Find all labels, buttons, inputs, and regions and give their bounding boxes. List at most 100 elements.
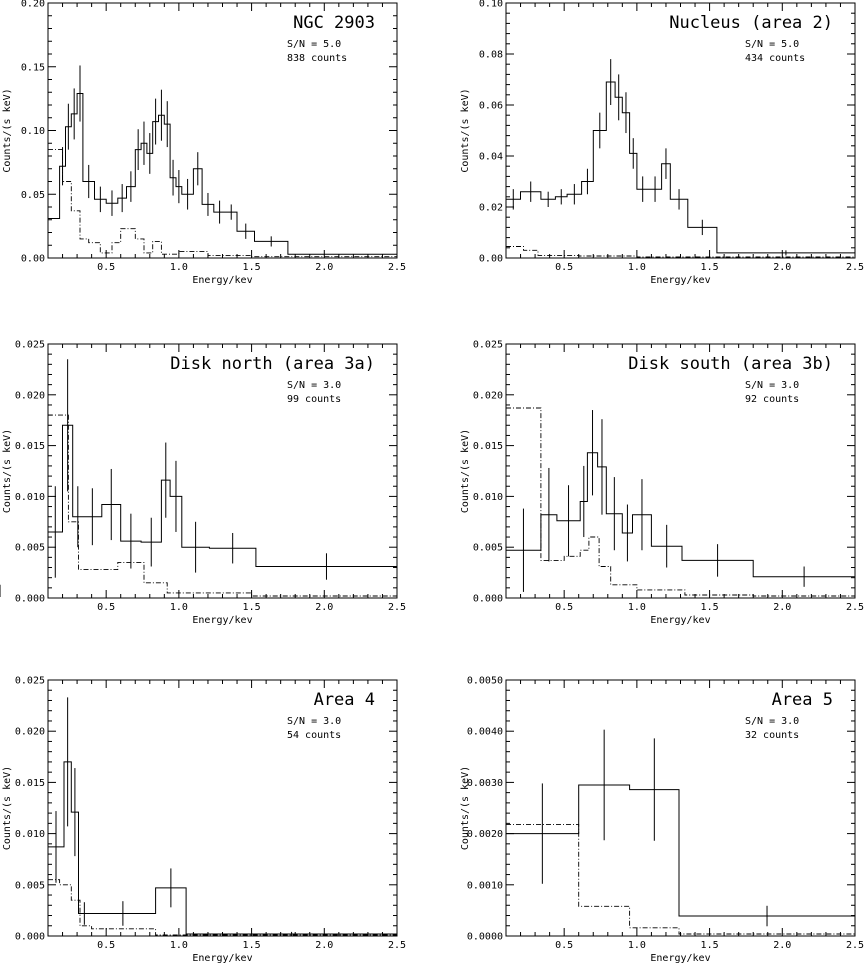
y-tick-label: 0.000 <box>15 932 45 943</box>
x-tick-label: 2.0 <box>773 262 791 273</box>
source-spectrum-line <box>506 81 855 254</box>
spectrum-panel: 0.5 1.0 1.5 2.0 2.5 0.00 0.02 0.04 0.06 0.08 0.10 E… <box>460 0 864 286</box>
y-tick-label: 0.00 <box>21 254 45 265</box>
x-tick-label: 2.0 <box>315 940 333 951</box>
x-tick-label: 2.0 <box>315 602 333 613</box>
y-tick-label: 0.020 <box>15 727 45 738</box>
y-tick-label: 0.04 <box>479 152 503 163</box>
panel-title: Area 5 <box>772 690 833 710</box>
x-axis-label: Energy/kev <box>192 275 252 286</box>
spectrum-panel: 0.5 1.0 1.5 2.0 2.5 0.00 0.05 0.10 0.15 0.20 Energ… <box>2 0 406 286</box>
signal-to-noise-label: S/N = 3.0 <box>287 716 341 727</box>
x-tick-label: 2.5 <box>388 602 406 613</box>
x-tick-label: 1.5 <box>243 262 261 273</box>
y-tick-label: 0.010 <box>15 829 45 840</box>
y-tick-label: 0.0010 <box>467 880 503 891</box>
signal-to-noise-label: S/N = 5.0 <box>745 39 799 50</box>
x-tick-label: 0.5 <box>97 940 115 951</box>
counts-label: 54 counts <box>287 730 341 741</box>
y-tick-label: 0.0040 <box>467 727 503 738</box>
y-tick-label: 0.10 <box>479 0 503 10</box>
y-tick-label: 0.020 <box>15 390 45 401</box>
background-spectrum-line <box>48 149 397 258</box>
x-tick-label: 1.5 <box>243 940 261 951</box>
signal-to-noise-label: S/N = 3.0 <box>287 380 341 391</box>
panel-title: NGC 2903 <box>293 13 375 33</box>
y-tick-label: 0.08 <box>479 50 503 61</box>
x-tick-label: 1.5 <box>701 262 719 273</box>
background-spectrum-line <box>48 879 397 936</box>
y-tick-label: 0.015 <box>15 441 45 452</box>
signal-to-noise-label: S/N = 3.0 <box>745 380 799 391</box>
spectrum-panel: 0.5 1.0 1.5 2.0 2.5 0.000 0.005 0.010 0.015 0.020… <box>0 340 864 626</box>
plot-frame <box>47 679 398 937</box>
counts-label: 838 counts <box>287 53 347 64</box>
x-tick-label: 0.5 <box>555 602 573 613</box>
y-tick-label: 0.015 <box>15 778 45 789</box>
panel-title: Disk south (area 3b) <box>628 354 833 374</box>
y-tick-label: 0.06 <box>479 101 503 112</box>
y-tick-label: 0.005 <box>15 880 45 891</box>
y-tick-label: 0.0030 <box>467 778 503 789</box>
plot-frame <box>505 343 856 599</box>
x-tick-label: 1.0 <box>170 602 188 613</box>
background-spectrum-line <box>506 407 855 597</box>
y-tick-label: 0.0000 <box>467 932 503 943</box>
y-tick-label: 0.025 <box>15 340 45 351</box>
x-axis-label: Energy/kev <box>650 953 710 964</box>
counts-label: 434 counts <box>745 53 805 64</box>
plot-frame <box>505 679 856 937</box>
spectrum-panel: 0.5 1.0 1.5 2.0 2.5 0.0000 0.0010 0.0020 0.0030 0… <box>460 676 864 965</box>
background-spectrum-line <box>506 823 855 935</box>
x-tick-label: 1.0 <box>628 602 646 613</box>
x-tick-label: 2.0 <box>315 262 333 273</box>
source-spectrum-line <box>48 761 397 935</box>
background-spectrum-line <box>506 246 855 258</box>
x-tick-label: 1.5 <box>701 602 719 613</box>
y-axis-label: Counts/(s keV) <box>2 429 13 513</box>
y-tick-label: 0.010 <box>15 492 45 503</box>
x-tick-label: 1.0 <box>628 940 646 951</box>
x-tick-label: 2.5 <box>846 940 864 951</box>
x-tick-label: 0.5 <box>555 262 573 273</box>
y-axis-label: Counts/(s keV) <box>460 88 471 172</box>
source-spectrum-line <box>506 452 856 593</box>
y-tick-label: 0.10 <box>21 126 45 137</box>
signal-to-noise-label: S/N = 3.0 <box>745 716 799 727</box>
x-tick-label: 0.5 <box>97 262 115 273</box>
panel-title: Nucleus (area 2) <box>669 13 833 33</box>
x-tick-label: 2.5 <box>388 262 406 273</box>
y-tick-label: 0.15 <box>21 62 45 73</box>
y-tick-label: 0.05 <box>21 190 45 201</box>
x-tick-label: 1.5 <box>701 940 719 951</box>
y-tick-label: 0.020 <box>473 390 503 401</box>
counts-label: 32 counts <box>745 730 799 741</box>
y-tick-label: 0.005 <box>15 543 45 554</box>
y-tick-label: 0.005 <box>473 543 503 554</box>
spectrum-panel: 0.5 1.0 1.5 2.0 2.5 0.000 0.005 0.010 0.015 0.020… <box>2 676 406 965</box>
source-spectrum-line <box>506 784 855 917</box>
panel-title: Disk north (area 3a) <box>170 354 375 374</box>
source-spectrum-line <box>48 424 398 591</box>
x-tick-label: 1.0 <box>628 262 646 273</box>
signal-to-noise-label: S/N = 5.0 <box>287 39 341 50</box>
y-tick-label: 0.20 <box>21 0 45 10</box>
counts-label: 92 counts <box>745 394 799 405</box>
y-tick-label: 0.000 <box>15 594 45 605</box>
y-tick-label: 0.02 <box>479 203 503 214</box>
y-tick-label: 0.010 <box>473 492 503 503</box>
x-tick-label: 2.0 <box>773 602 791 613</box>
y-tick-label: 0.00 <box>479 254 503 265</box>
x-tick-label: 2.5 <box>846 602 864 613</box>
y-tick-label: 0.025 <box>473 340 503 351</box>
x-axis-label: Energy/kev <box>650 615 710 626</box>
y-tick-label: 0.0020 <box>467 829 503 840</box>
background-spectrum-line <box>48 414 397 597</box>
y-tick-label: 0.000 <box>473 594 503 605</box>
x-axis-label: Energy/kev <box>650 275 710 286</box>
x-tick-label: 1.5 <box>243 602 261 613</box>
spectrum-panel: 0.5 1.0 1.5 2.0 2.5 0.000 0.005 0.010 0.015 0.020… <box>0 340 406 626</box>
x-tick-label: 0.5 <box>555 940 573 951</box>
x-tick-label: 2.0 <box>773 940 791 951</box>
